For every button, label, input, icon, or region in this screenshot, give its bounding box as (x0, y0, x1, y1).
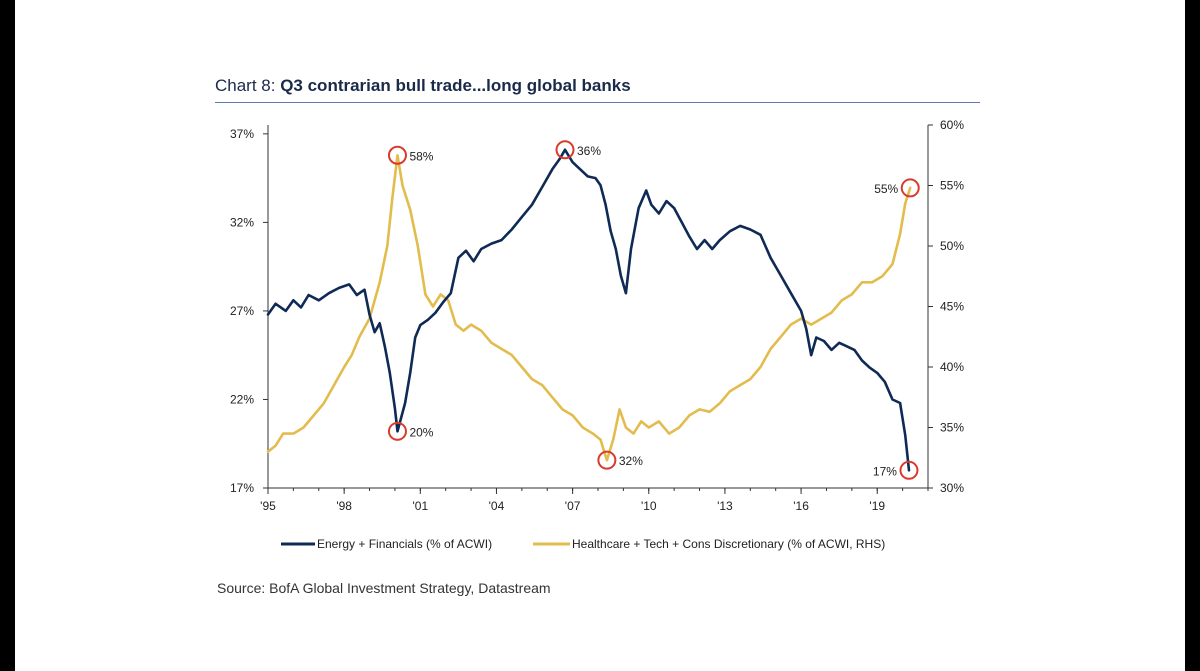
x-tick-label: '07 (565, 499, 581, 513)
annotation-label: 55% (874, 182, 898, 196)
x-tick-label: '16 (793, 499, 809, 513)
annotation-marker (387, 421, 407, 441)
chart-title: Chart 8: Q3 contrarian bull trade...long… (215, 76, 631, 96)
left-tick-label: 27% (230, 304, 254, 318)
right-tick-label: 60% (940, 118, 964, 132)
annotation-marker (899, 460, 919, 480)
annotation-label: 58% (409, 149, 433, 163)
x-tick-label: '95 (260, 499, 276, 513)
chart-card (15, 0, 1185, 671)
left-tick-label: 17% (230, 481, 254, 495)
right-tick-label: 55% (940, 179, 964, 193)
annotation-label: 32% (619, 454, 643, 468)
healthcare-tech-line (266, 154, 912, 462)
legend-label-energy-financials: Energy + Financials (% of ACWI) (317, 537, 492, 551)
axes-layer: 17% 22% 27% 32% 37% 30% 35% 40% 45% 50% 55% 60% '95 '… (230, 118, 964, 513)
x-tick-label: '19 (869, 499, 885, 513)
series-layer (266, 148, 912, 472)
annotation-marker (597, 450, 617, 470)
annotation-marker (387, 145, 407, 165)
right-tick-label: 35% (940, 421, 964, 435)
annotation-marker (900, 178, 920, 198)
title-rule (215, 102, 980, 103)
right-tick-label: 45% (940, 300, 964, 314)
legend-label-healthcare-tech: Healthcare + Tech + Cons Discretionary (… (572, 537, 885, 551)
annotation-label: 20% (409, 425, 433, 439)
chart-title-main: Q3 contrarian bull trade...long global b… (280, 76, 631, 95)
left-tick-label: 22% (230, 392, 254, 406)
chart-title-prefix: Chart 8: (215, 76, 281, 95)
left-tick-label: 32% (230, 215, 254, 229)
left-tick-label: 37% (230, 127, 254, 141)
legend: Energy + Financials (% of ACWI) Healthcar… (281, 537, 885, 551)
annotation-marker (555, 140, 575, 160)
annotation-label: 36% (577, 144, 601, 158)
right-tick-label: 40% (940, 360, 964, 374)
x-tick-label: '10 (641, 499, 657, 513)
source-note: Source: BofA Global Investment Strategy,… (217, 580, 551, 596)
right-tick-label: 30% (940, 481, 964, 495)
x-tick-label: '98 (336, 499, 352, 513)
energy-financials-line (266, 148, 911, 472)
x-tick-label: '13 (717, 499, 733, 513)
annotation-label: 17% (873, 464, 897, 478)
x-tick-label: '04 (489, 499, 505, 513)
right-tick-label: 50% (940, 239, 964, 253)
x-tick-label: '01 (412, 499, 428, 513)
annotation-layer: 58% 20% 36% 32% 55% 17% (387, 140, 920, 480)
